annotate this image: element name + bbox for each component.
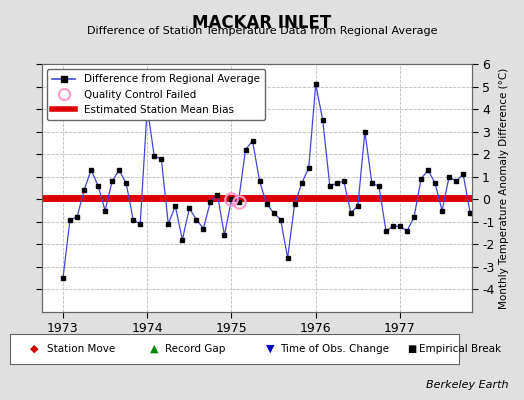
Y-axis label: Monthly Temperature Anomaly Difference (°C): Monthly Temperature Anomaly Difference (… <box>498 67 509 309</box>
Text: ◆: ◆ <box>30 344 38 354</box>
Text: Time of Obs. Change: Time of Obs. Change <box>280 344 389 354</box>
Text: Empirical Break: Empirical Break <box>419 344 501 354</box>
Legend: Difference from Regional Average, Quality Control Failed, Estimated Station Mean: Difference from Regional Average, Qualit… <box>47 69 265 120</box>
Text: ▼: ▼ <box>266 344 274 354</box>
Text: Difference of Station Temperature Data from Regional Average: Difference of Station Temperature Data f… <box>87 26 437 36</box>
Text: MACKAR INLET: MACKAR INLET <box>192 14 332 32</box>
Text: ▲: ▲ <box>150 344 159 354</box>
Text: ■: ■ <box>407 344 416 354</box>
Text: Berkeley Earth: Berkeley Earth <box>426 380 508 390</box>
Text: Record Gap: Record Gap <box>165 344 225 354</box>
Text: Station Move: Station Move <box>47 344 115 354</box>
